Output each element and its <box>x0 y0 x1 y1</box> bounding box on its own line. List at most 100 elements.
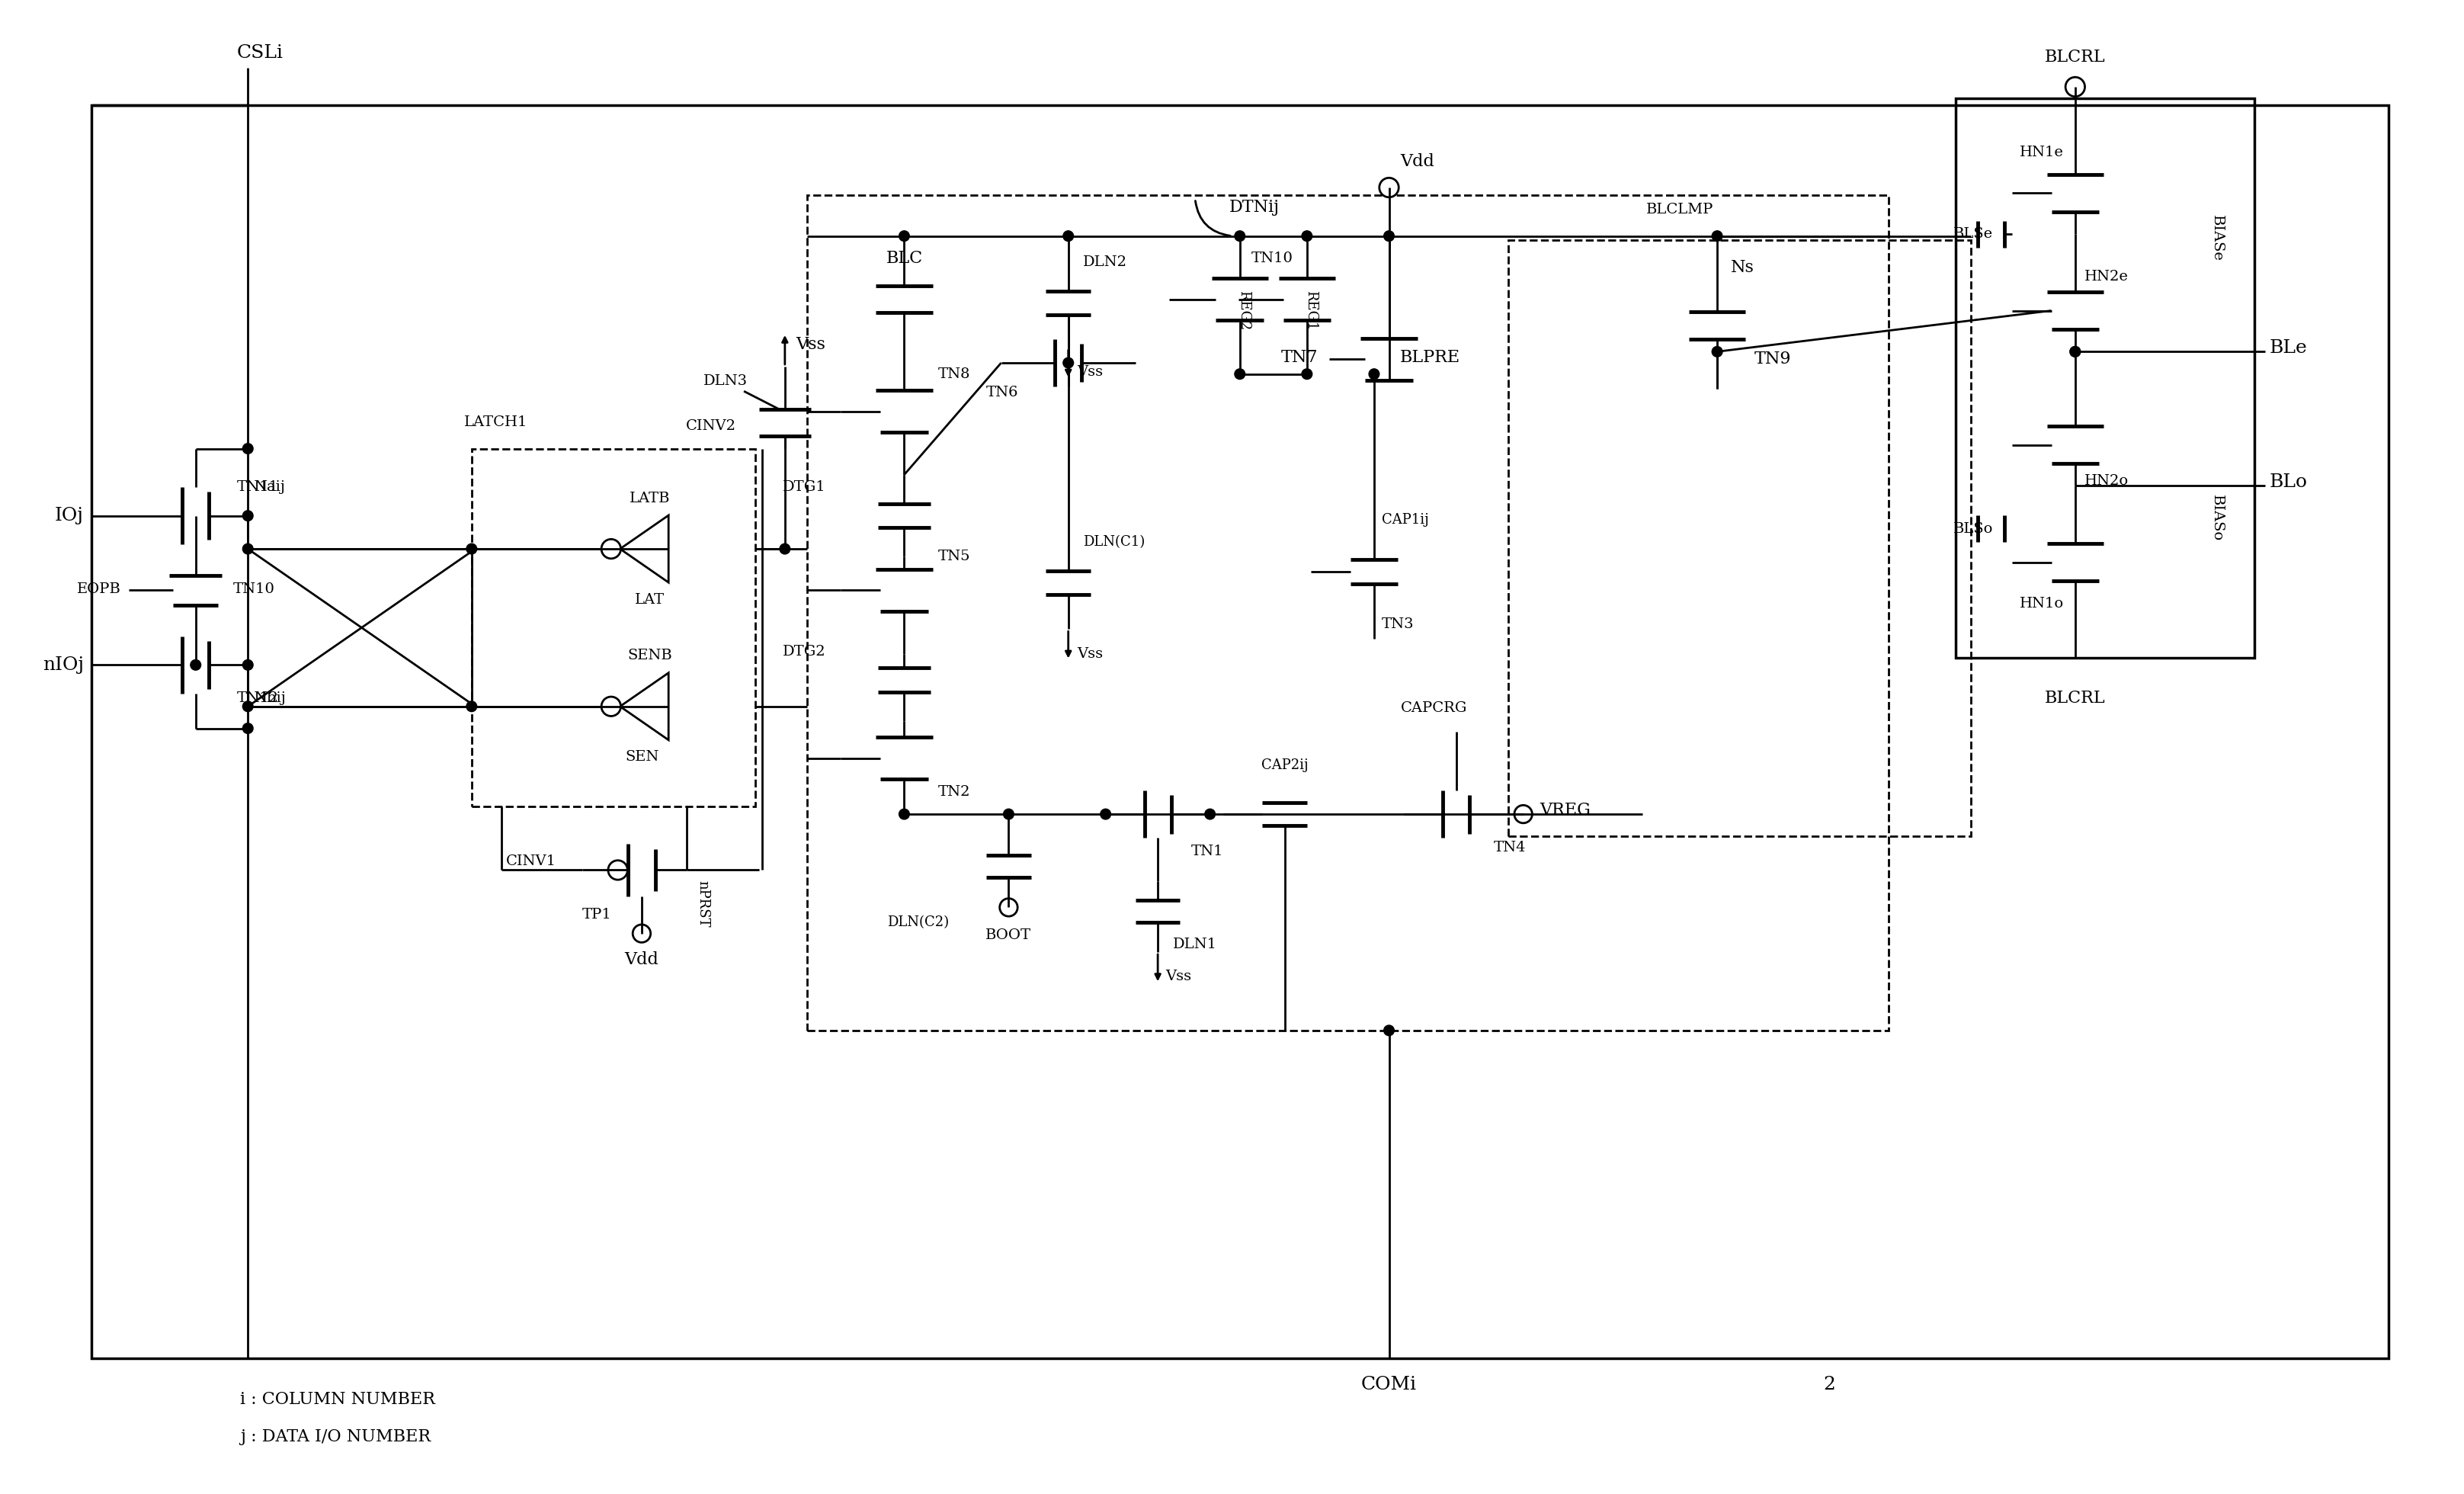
Text: BLSe: BLSe <box>1954 227 1993 241</box>
Circle shape <box>1234 369 1244 379</box>
Circle shape <box>241 723 254 734</box>
Text: TN1: TN1 <box>1190 844 1222 858</box>
Bar <box>91 106 2388 1358</box>
Text: LATB: LATB <box>628 492 670 505</box>
Circle shape <box>241 660 254 671</box>
Text: TN8: TN8 <box>936 368 971 381</box>
Text: DLN3: DLN3 <box>702 375 747 388</box>
Text: BLCRL: BLCRL <box>2045 49 2104 66</box>
Text: BIASe: BIASe <box>2210 215 2223 261</box>
Circle shape <box>466 544 476 554</box>
Circle shape <box>601 539 621 559</box>
Text: nIOj: nIOj <box>42 656 84 674</box>
Circle shape <box>1234 230 1244 241</box>
Circle shape <box>1062 230 1074 241</box>
Text: TN9: TN9 <box>1754 351 1791 368</box>
Circle shape <box>1003 808 1013 819</box>
Circle shape <box>1712 230 1722 241</box>
Text: BLe: BLe <box>2269 339 2306 357</box>
Text: Vss: Vss <box>1077 365 1104 378</box>
Circle shape <box>241 444 254 454</box>
Text: Vss: Vss <box>796 336 825 353</box>
Circle shape <box>241 701 254 711</box>
Text: DLN(C2): DLN(C2) <box>887 916 949 929</box>
Text: SEN: SEN <box>626 750 660 763</box>
Text: TN12: TN12 <box>237 692 278 705</box>
Circle shape <box>1000 898 1018 916</box>
Text: Naij: Naij <box>254 481 286 495</box>
Circle shape <box>1301 230 1311 241</box>
Text: TN10: TN10 <box>1252 251 1294 266</box>
Circle shape <box>899 808 909 819</box>
Text: Ns: Ns <box>1730 258 1754 276</box>
Circle shape <box>633 925 650 943</box>
Text: TN5: TN5 <box>936 550 971 563</box>
Text: CAP1ij: CAP1ij <box>1382 512 1429 526</box>
Text: DTG1: DTG1 <box>784 481 825 495</box>
Text: j : DATA I/O NUMBER: j : DATA I/O NUMBER <box>241 1428 431 1445</box>
Text: CSLi: CSLi <box>237 45 283 63</box>
Text: Vss: Vss <box>1165 970 1190 983</box>
Circle shape <box>1380 178 1397 197</box>
Text: TN2: TN2 <box>936 784 971 799</box>
Text: BLo: BLo <box>2269 474 2306 492</box>
Text: TP1: TP1 <box>582 908 611 922</box>
Text: DLN1: DLN1 <box>1173 938 1217 952</box>
Text: LAT: LAT <box>636 593 665 607</box>
Text: CAPCRG: CAPCRG <box>1400 701 1466 716</box>
Text: BLPRE: BLPRE <box>1400 350 1461 366</box>
Text: CAP2ij: CAP2ij <box>1262 759 1308 772</box>
Circle shape <box>779 544 791 554</box>
Circle shape <box>1513 805 1533 823</box>
Text: EOPB: EOPB <box>76 583 121 596</box>
Text: BLC: BLC <box>885 249 922 267</box>
Circle shape <box>2070 347 2080 357</box>
Text: DTNij: DTNij <box>1230 199 1279 217</box>
Circle shape <box>1712 347 1722 357</box>
Text: REG1: REG1 <box>1303 291 1318 330</box>
Bar <box>471 448 754 807</box>
Text: HN1e: HN1e <box>2020 145 2062 158</box>
Circle shape <box>1205 808 1215 819</box>
Text: SENB: SENB <box>628 648 673 662</box>
Circle shape <box>190 660 202 671</box>
Circle shape <box>241 544 254 554</box>
Text: HN2o: HN2o <box>2085 474 2129 487</box>
Bar <box>1508 239 1971 837</box>
Circle shape <box>1368 369 1380 379</box>
Text: CINV1: CINV1 <box>505 855 557 868</box>
Text: BOOT: BOOT <box>986 928 1032 941</box>
Circle shape <box>241 511 254 521</box>
Text: BLSo: BLSo <box>1951 521 1993 536</box>
Text: Vss: Vss <box>1077 647 1104 660</box>
Text: CINV2: CINV2 <box>685 420 737 433</box>
Text: REG2: REG2 <box>1237 291 1249 330</box>
Bar <box>808 196 1887 1031</box>
Text: Vdd: Vdd <box>1400 152 1434 170</box>
Text: 2: 2 <box>1823 1376 1836 1394</box>
Bar <box>1956 99 2255 657</box>
Text: Nbij: Nbij <box>254 692 286 705</box>
Text: DLN(C1): DLN(C1) <box>1082 535 1146 548</box>
Text: BLCLMP: BLCLMP <box>1646 203 1712 217</box>
Circle shape <box>2070 347 2080 357</box>
Text: DLN2: DLN2 <box>1082 255 1126 269</box>
Circle shape <box>1382 230 1395 241</box>
Text: VREG: VREG <box>1540 802 1589 819</box>
Circle shape <box>1062 357 1074 368</box>
Text: IOj: IOj <box>54 506 84 524</box>
Text: TN10: TN10 <box>234 583 274 596</box>
Text: TN6: TN6 <box>986 385 1018 399</box>
Text: TN11: TN11 <box>237 481 278 495</box>
Text: i : COLUMN NUMBER: i : COLUMN NUMBER <box>241 1391 436 1407</box>
Text: COMi: COMi <box>1360 1376 1417 1394</box>
Text: TN3: TN3 <box>1382 617 1414 630</box>
Circle shape <box>1099 808 1111 819</box>
Circle shape <box>466 701 476 711</box>
Text: BIASo: BIASo <box>2210 495 2223 541</box>
Text: TN4: TN4 <box>1493 841 1525 855</box>
Text: HN2e: HN2e <box>2085 270 2126 284</box>
Circle shape <box>1301 369 1311 379</box>
Text: TN7: TN7 <box>1281 350 1318 366</box>
Text: DTG2: DTG2 <box>784 644 825 659</box>
